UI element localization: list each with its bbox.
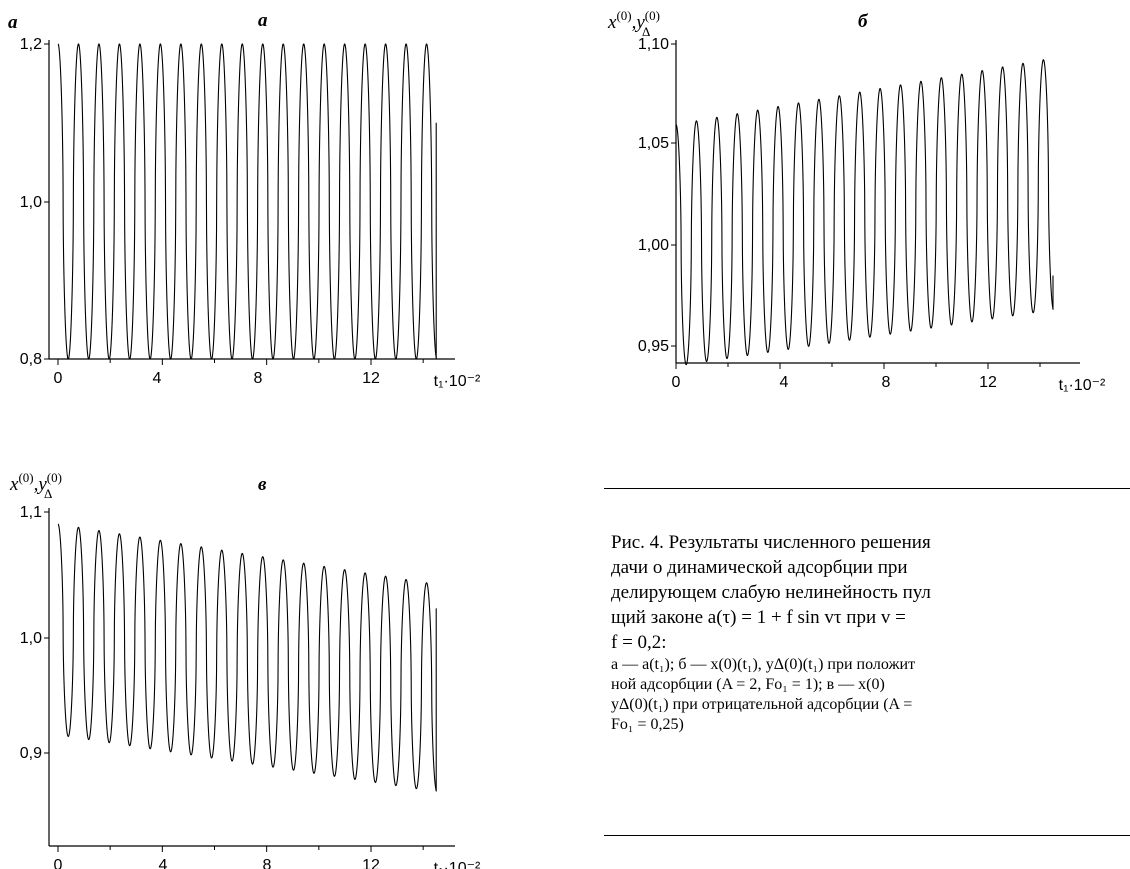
figure-caption: Рис. 4. Результаты численного решения да… bbox=[611, 530, 1130, 735]
y-tick-label: 1,0 bbox=[20, 194, 42, 211]
y-tick-label: 1,2 bbox=[20, 36, 42, 53]
y-tick-label: 1,05 bbox=[638, 135, 669, 152]
y-tick-label: 1,0 bbox=[20, 630, 42, 647]
x-tick-label: 0 bbox=[54, 857, 63, 869]
x-axis-label: t₁·10⁻² bbox=[1059, 377, 1106, 394]
y-tick-label: 1,1 bbox=[20, 504, 42, 521]
x-tick-label: 12 bbox=[362, 370, 380, 387]
panel-letter: а bbox=[258, 10, 268, 31]
x-tick-label: 4 bbox=[153, 370, 162, 387]
series-line bbox=[57, 43, 437, 360]
panel-b: x(0),y(0) Δ б 0,95 1,00 1,05 1,10 0 4 8 12 t₁·10⁻… bbox=[0, 0, 1130, 420]
x-tick-label: 8 bbox=[254, 370, 263, 387]
series-line bbox=[57, 523, 437, 791]
x-tick-label: 8 bbox=[882, 374, 891, 391]
y-axis-label: x(0),y(0) Δ bbox=[607, 8, 660, 39]
caption-line: Рис. 4. Результаты численного решения bbox=[611, 532, 931, 553]
x-tick-label: 4 bbox=[780, 374, 789, 391]
caption-line: ной адсорбции (A = 2, Fo₁ = 1); в — x(0) bbox=[611, 676, 885, 693]
chart-b: x(0),y(0) Δ б 0,95 1,00 1,05 1,10 0 4 8 12 t₁·10⁻… bbox=[607, 8, 1106, 394]
panel-a: a а 0,8 1,0 1,2 0 4 8 12 t₁·10⁻² bbox=[0, 0, 560, 420]
caption-line: yΔ(0)(t₁) при отрицательной адсорбции (A… bbox=[611, 696, 913, 713]
chart-a: a а 0,8 1,0 1,2 0 4 8 12 t₁·10⁻² bbox=[8, 10, 481, 390]
x-tick-label: 12 bbox=[362, 857, 380, 869]
x-tick-label: 0 bbox=[672, 374, 681, 391]
caption-line: делирующем слабую нелинейность пул bbox=[611, 582, 931, 603]
panel-letter: в bbox=[258, 474, 267, 495]
panel-v: x(0),y(0) Δ в 0,9 1,0 1,1 0 4 8 12 t₁·10⁻² bbox=[0, 0, 560, 869]
x-tick-label: 12 bbox=[979, 374, 997, 391]
y-tick-label: 0,95 bbox=[638, 338, 669, 355]
chart-v: x(0),y(0) Δ в 0,9 1,0 1,1 0 4 8 12 t₁·10⁻² bbox=[9, 470, 481, 869]
panel-letter: б bbox=[858, 11, 869, 32]
caption-line: щий законе a(τ) = 1 + f sin vτ при v = bbox=[611, 607, 906, 628]
y-tick-label: 1,10 bbox=[638, 36, 669, 53]
x-axis-label: t₁·10⁻² bbox=[434, 373, 481, 390]
y-axis-label: x(0),y(0) Δ bbox=[9, 470, 62, 501]
caption-bottom-rule bbox=[604, 835, 1130, 836]
x-tick-label: 8 bbox=[263, 857, 272, 869]
series-line bbox=[675, 59, 1054, 366]
caption-line: a — a(t₁); б — x(0)(t₁), yΔ(0)(t₁) при п… bbox=[611, 656, 916, 673]
y-tick-label: 1,00 bbox=[638, 237, 669, 254]
y-tick-label: 0,9 bbox=[20, 745, 42, 762]
corner-label: a bbox=[8, 12, 18, 33]
caption-line: Fo₁ = 0,25) bbox=[611, 716, 684, 733]
x-axis-label: t₁·10⁻² bbox=[434, 860, 481, 869]
x-tick-label: 0 bbox=[54, 370, 63, 387]
y-tick-label: 0,8 bbox=[20, 351, 42, 368]
caption-top-rule bbox=[604, 488, 1130, 489]
caption-line: f = 0,2: bbox=[611, 632, 667, 653]
x-tick-label: 4 bbox=[159, 857, 168, 869]
caption-line: дачи о динамической адсорбции при bbox=[611, 557, 908, 578]
